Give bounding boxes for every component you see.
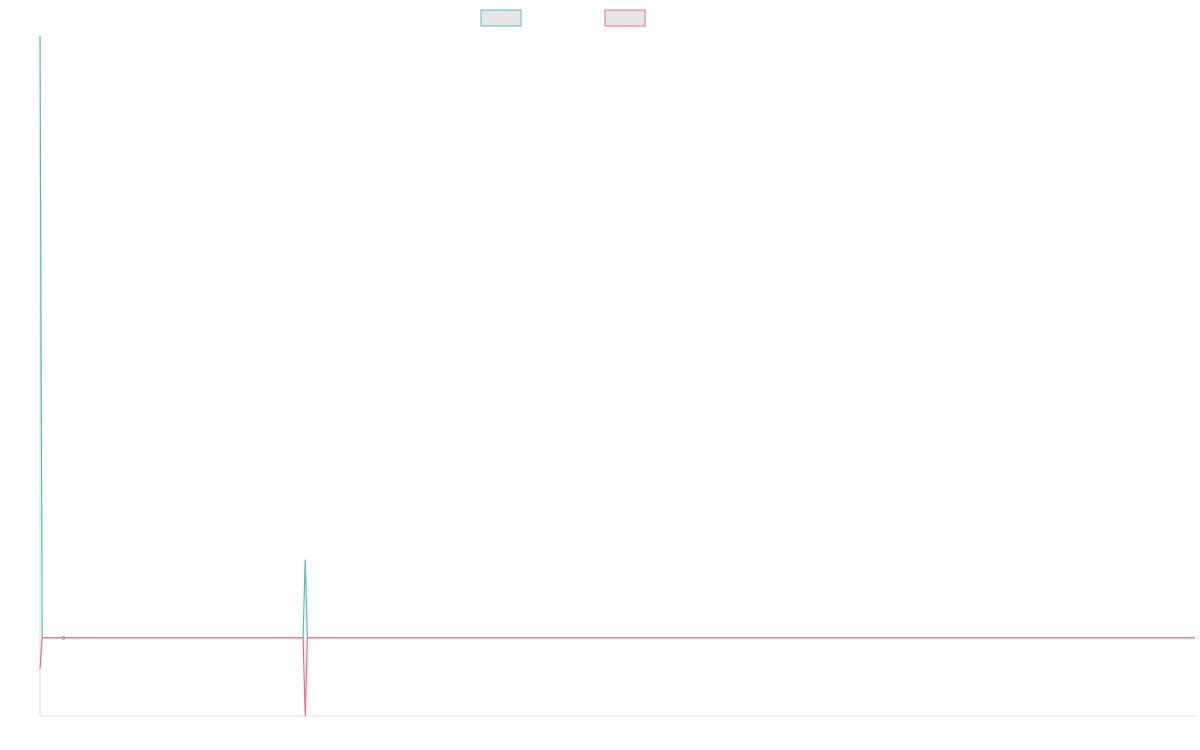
series-line-2 [39,637,1195,717]
legend-swatch-1[interactable] [480,9,522,27]
legend-item-1[interactable] [480,9,522,27]
legend-item-2[interactable] [604,9,646,27]
series-line-1 [39,35,1195,639]
data-point-marker [61,635,66,640]
legend-swatch-2[interactable] [604,9,646,27]
